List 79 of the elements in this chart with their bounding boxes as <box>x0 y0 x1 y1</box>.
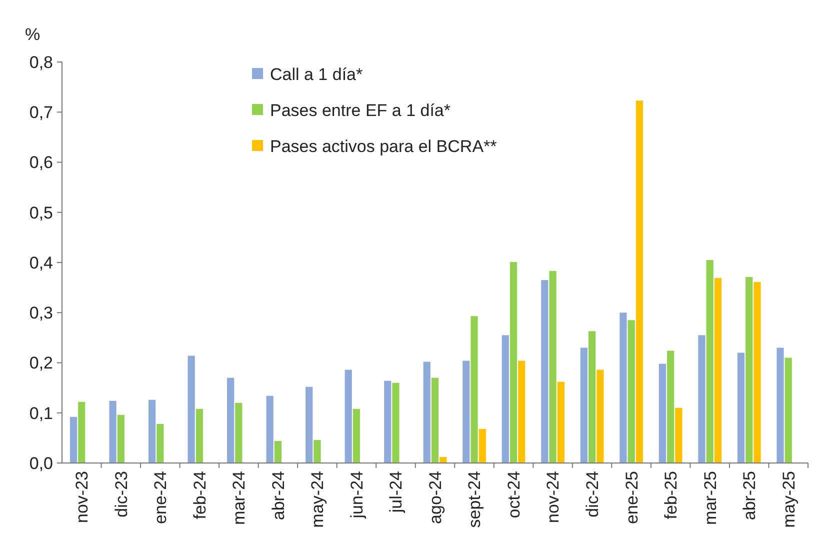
bar <box>188 356 195 463</box>
bar <box>306 386 313 463</box>
bar <box>156 424 164 463</box>
bar <box>784 358 792 463</box>
bar <box>470 316 478 463</box>
bar <box>549 271 556 463</box>
y-axis-title: % <box>25 25 40 44</box>
bar <box>440 456 447 463</box>
bar <box>714 278 722 463</box>
y-tick-label: 0,1 <box>29 404 53 423</box>
x-tick-label: may-24 <box>308 471 328 528</box>
bar <box>70 416 78 463</box>
bar <box>423 362 430 463</box>
bar <box>384 380 392 463</box>
bar <box>737 352 745 463</box>
bar <box>235 402 242 463</box>
x-tick-label: ago-24 <box>426 471 445 524</box>
bar <box>510 262 518 463</box>
bar <box>776 348 784 463</box>
legend-label: Call a 1 día* <box>270 64 363 84</box>
x-tick-label: feb-24 <box>190 471 210 520</box>
legend-label: Pases activos para el BCRA** <box>270 136 498 156</box>
bar <box>746 277 753 463</box>
bar <box>109 400 116 463</box>
y-tick-label: 0,2 <box>29 354 53 373</box>
bar <box>344 370 352 463</box>
bar <box>196 408 203 463</box>
bar <box>675 408 682 463</box>
bar <box>557 382 564 463</box>
bar <box>117 414 124 463</box>
bar <box>314 440 321 463</box>
y-tick-label: 0,4 <box>29 253 53 272</box>
x-tick-label: ene-24 <box>151 471 170 524</box>
x-tick-label: mar-24 <box>230 471 249 525</box>
bar <box>620 312 627 463</box>
bar <box>518 360 526 463</box>
x-tick-label: jul-24 <box>386 471 406 514</box>
x-tick-label: may-25 <box>779 471 798 528</box>
x-tick-label: mar-25 <box>700 471 720 525</box>
bar <box>266 396 274 463</box>
x-tick-label: feb-25 <box>662 471 681 520</box>
bar <box>148 400 156 463</box>
bar <box>78 402 86 463</box>
bar <box>541 280 548 463</box>
bar <box>588 331 596 463</box>
x-tick-label: ene-25 <box>622 471 642 524</box>
bar <box>462 360 470 463</box>
bar <box>754 282 761 463</box>
x-tick-label: jun-24 <box>347 471 366 520</box>
bar <box>667 350 674 463</box>
x-tick-label: abr-25 <box>740 471 760 520</box>
x-tick-label: oct-24 <box>504 471 524 518</box>
x-tick-label: dic-23 <box>112 471 131 518</box>
y-tick-label: 0,0 <box>29 454 53 473</box>
y-tick-label: 0,5 <box>29 203 53 222</box>
bar <box>392 382 400 463</box>
y-tick-label: 0,8 <box>29 52 53 72</box>
bar <box>352 408 360 463</box>
bar <box>596 370 604 463</box>
bar <box>706 260 714 463</box>
bar <box>698 335 706 463</box>
bar <box>636 100 643 463</box>
y-tick-label: 0,6 <box>29 153 53 172</box>
bar <box>658 364 666 463</box>
y-tick-label: 0,7 <box>29 103 53 122</box>
bar <box>580 348 588 463</box>
bar <box>502 335 509 463</box>
x-tick-label: nov-23 <box>72 471 92 523</box>
x-tick-label: nov-24 <box>544 471 563 523</box>
y-tick-label: 0,3 <box>29 304 53 323</box>
x-tick-label: abr-24 <box>268 471 288 520</box>
x-tick-label: sept-24 <box>465 471 484 528</box>
legend-label: Pases entre EF a 1 día* <box>270 100 451 120</box>
x-tick-label: dic-24 <box>583 471 602 518</box>
bar <box>274 440 282 463</box>
bar <box>478 428 486 463</box>
bar <box>227 378 234 463</box>
bar <box>431 378 439 463</box>
bar <box>628 320 635 463</box>
